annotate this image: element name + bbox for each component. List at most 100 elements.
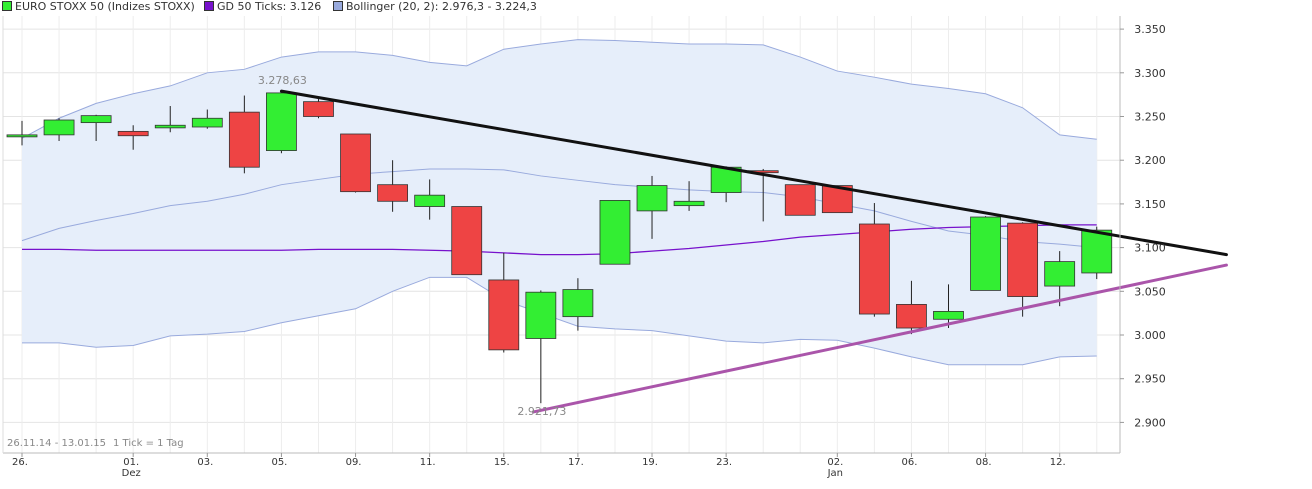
- x-tick-label: 06.: [901, 457, 917, 468]
- legend-label-gd50: GD 50 Ticks: 3.126: [217, 0, 322, 13]
- legend-swatch-gd50: [204, 1, 214, 11]
- x-tick-label: 01.: [123, 457, 139, 468]
- candle: [562, 278, 594, 331]
- candle: [970, 216, 1001, 291]
- annotations: 3.278,63 2.921,73: [258, 74, 566, 418]
- candle: [525, 290, 557, 404]
- price-annotation: 3.278,63: [258, 74, 307, 87]
- candle-body-up: [673, 200, 705, 207]
- legend-item-gd50: GD 50 Ticks: 3.126: [204, 0, 321, 14]
- candle: [636, 175, 668, 239]
- y-tick-label: 3.150: [1134, 198, 1166, 211]
- candle: [80, 114, 112, 141]
- candles: [6, 91, 1113, 404]
- candle-body-up: [933, 311, 964, 320]
- price-annotation: 2.921,73: [517, 405, 566, 418]
- x-tick-label: 15.: [494, 457, 510, 468]
- candle: [451, 206, 483, 276]
- candle: [191, 109, 223, 129]
- trendlines: [279, 89, 1228, 414]
- gd50-layer: [22, 224, 1097, 256]
- candle-body-down: [228, 111, 260, 168]
- candle: [1044, 251, 1076, 307]
- candle-body-down: [117, 130, 149, 137]
- candle: [228, 95, 260, 174]
- x-tick-label: 11.: [420, 457, 436, 468]
- candle: [784, 184, 816, 216]
- candle: [896, 280, 927, 335]
- candle-body-down: [858, 223, 890, 315]
- candle: [414, 179, 446, 220]
- candle-body-down: [784, 184, 816, 216]
- date-range-label: 26.11.14 - 13.01.15: [7, 438, 106, 449]
- candle: [1081, 226, 1113, 280]
- y-tick-label: 3.000: [1134, 329, 1166, 342]
- y-tick-label: 3.050: [1134, 285, 1166, 298]
- candle: [933, 284, 964, 329]
- tick-info-label: 1 Tick = 1 Tag: [113, 438, 184, 449]
- y-tick-label: 3.200: [1134, 154, 1166, 167]
- candle: [858, 203, 890, 317]
- candle: [340, 133, 371, 193]
- candle-body-up: [80, 115, 112, 124]
- x-tick-label: 03.: [197, 457, 213, 468]
- x-tick-label: 17.: [568, 457, 584, 468]
- candle-body-up: [6, 134, 38, 138]
- candle-body-up: [1044, 261, 1076, 287]
- x-month-label: Dez: [122, 468, 141, 479]
- candle: [673, 181, 705, 211]
- trendline-resistance: [279, 89, 1228, 257]
- bollinger-upper-line: [21, 39, 1097, 140]
- candle-body-down: [303, 101, 334, 117]
- candle-body-down: [340, 133, 371, 193]
- x-tick-label: 09.: [346, 457, 362, 468]
- candle: [266, 91, 297, 154]
- y-tick-label: 2.900: [1134, 416, 1166, 429]
- legend-label-bollinger: Bollinger (20, 2): 2.976,3 - 3.224,3: [346, 0, 537, 13]
- y-tick-label: 3.100: [1134, 242, 1166, 255]
- bollinger-lower-line: [22, 276, 1097, 366]
- x-tick-label: 05.: [271, 457, 287, 468]
- candle: [154, 106, 186, 133]
- candle-body-up: [562, 289, 594, 318]
- candle-body-up: [1081, 229, 1113, 274]
- legend-swatch-price: [2, 1, 12, 11]
- x-tick-label: 12.: [1050, 457, 1066, 468]
- legend-item-bollinger: Bollinger (20, 2): 2.976,3 - 3.224,3: [333, 0, 537, 14]
- candle: [117, 125, 149, 150]
- candle-body-up: [154, 124, 186, 129]
- candle: [43, 118, 75, 141]
- candle-body-up: [266, 92, 297, 151]
- candle: [599, 200, 631, 265]
- gd50-line: [22, 224, 1097, 256]
- y-tick-label: 3.250: [1134, 111, 1166, 124]
- legend-item-price: EURO STOXX 50 (Indizes STOXX): [2, 0, 195, 14]
- candle-body-up: [414, 194, 446, 207]
- candle-body-down: [377, 184, 409, 202]
- x-tick-label: 23.: [716, 457, 732, 468]
- y-tick-label: 3.300: [1134, 67, 1166, 80]
- candle: [303, 99, 334, 119]
- x-tick-label: 08.: [976, 457, 992, 468]
- candle-body-down: [896, 304, 927, 329]
- candle-body-down: [488, 279, 520, 351]
- trendline-support: [531, 263, 1228, 414]
- candle: [1007, 222, 1039, 317]
- candle-body-up: [599, 200, 631, 265]
- candle-body-up: [636, 185, 668, 212]
- legend-label-price: EURO STOXX 50 (Indizes STOXX): [15, 0, 195, 13]
- candle: [488, 252, 520, 353]
- legend-swatch-bollinger: [333, 1, 343, 11]
- x-tick-label: 19.: [642, 457, 658, 468]
- candle-body-up: [191, 117, 223, 128]
- x-tick-label: 26.: [12, 457, 28, 468]
- x-tick-label: 02.: [827, 457, 843, 468]
- candle-body-up: [43, 119, 75, 136]
- x-month-label: Jan: [827, 468, 843, 479]
- axes: 2.900 2.950 3.000 3.050 3.100 3.150 3.200 3.250…: [2, 16, 1166, 479]
- bollinger-middle-line: [21, 168, 1097, 249]
- candle: [377, 160, 409, 212]
- candle-body-down: [1007, 222, 1039, 297]
- candle-body-up: [525, 291, 557, 339]
